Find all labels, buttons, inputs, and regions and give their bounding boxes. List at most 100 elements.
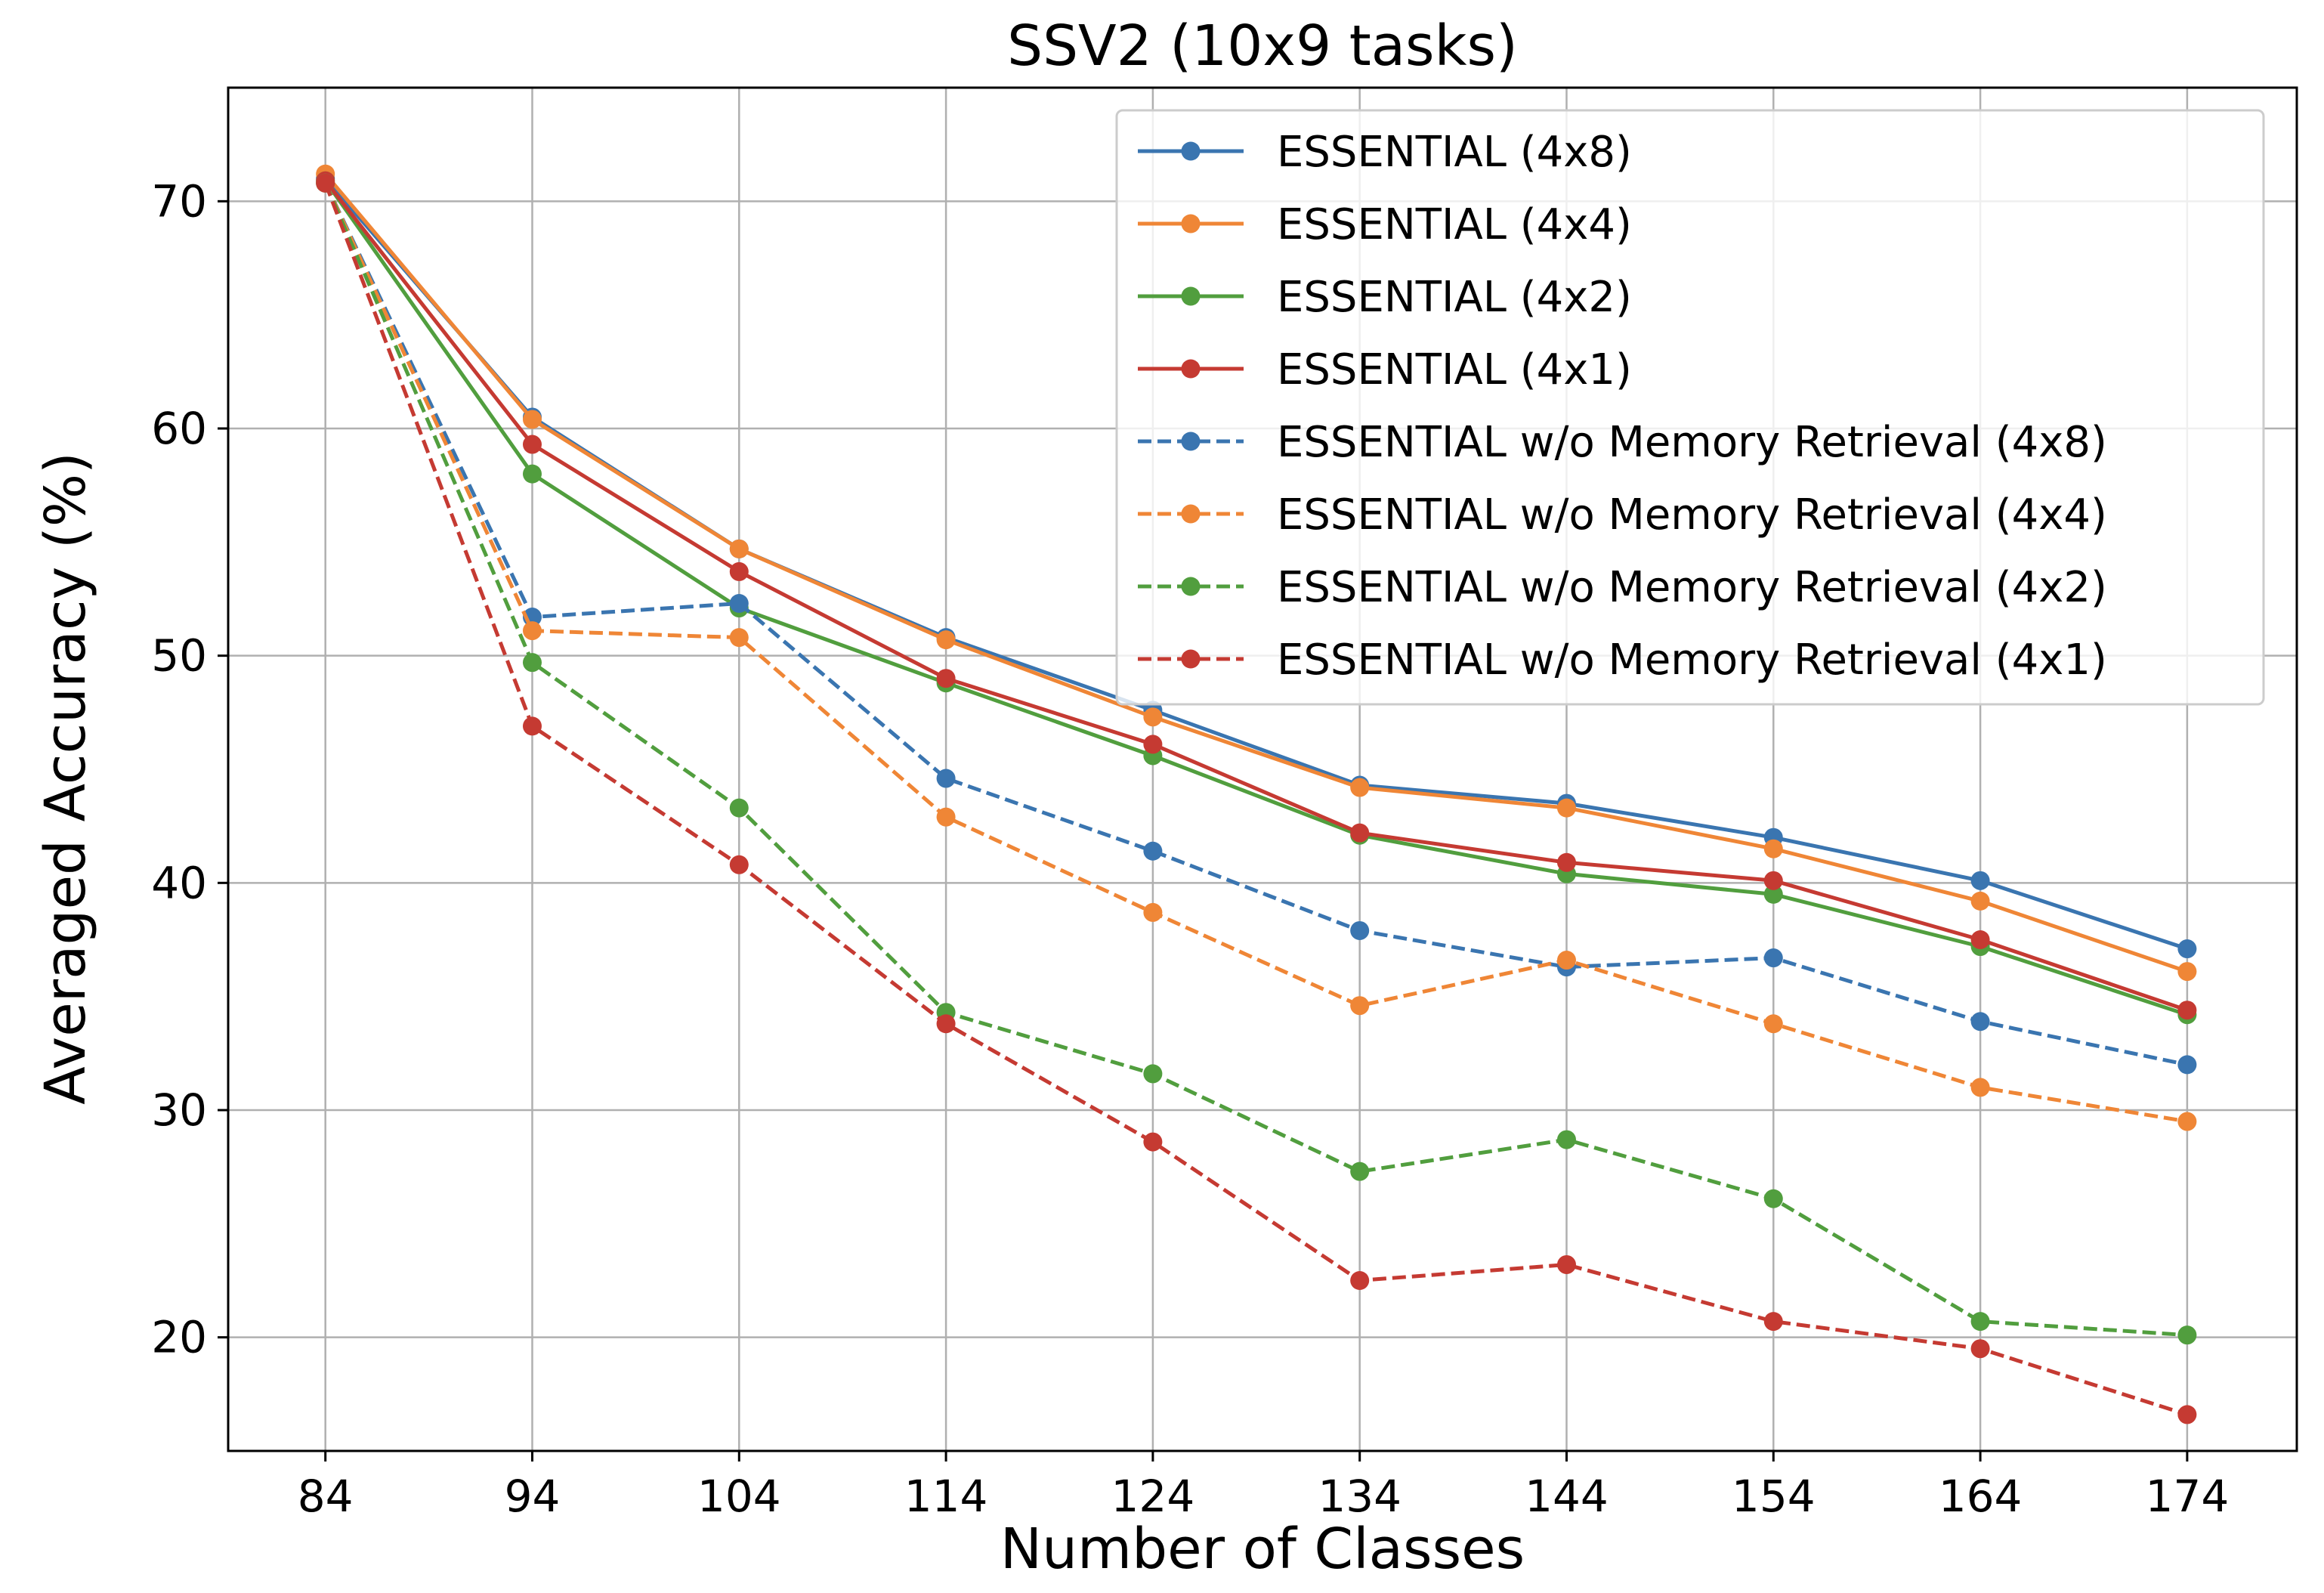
data-point xyxy=(1350,1271,1370,1290)
data-point xyxy=(522,653,542,673)
data-point xyxy=(1970,871,1990,890)
x-tick-label: 94 xyxy=(505,1471,561,1522)
data-point xyxy=(1350,920,1370,940)
legend-entry: ESSENTIAL (4x2) xyxy=(1138,273,1632,322)
data-point xyxy=(1763,871,1783,890)
legend-marker xyxy=(1181,214,1201,234)
legend: ESSENTIAL (4x8) ESSENTIAL (4x4) ESSENTIAL … xyxy=(1115,109,2265,706)
data-point xyxy=(316,173,335,193)
data-point xyxy=(729,798,749,818)
legend-marker xyxy=(1181,141,1201,161)
series-line xyxy=(323,182,2188,1124)
data-point xyxy=(1350,1161,1370,1181)
legend-label: ESSENTIAL (4x1) xyxy=(1277,345,1632,394)
legend-marker xyxy=(1181,286,1201,306)
y-axis-label: Averaged Accuracy (%) xyxy=(33,452,98,1105)
data-point xyxy=(2177,939,2197,959)
data-point xyxy=(1143,841,1163,861)
legend-entries: ESSENTIAL (4x8) ESSENTIAL (4x4) ESSENTIAL … xyxy=(1138,128,2107,685)
data-point xyxy=(1970,1312,1990,1332)
y-tick-label: 30 xyxy=(151,1084,207,1136)
legend-entry: ESSENTIAL (4x1) xyxy=(1138,345,1632,394)
data-point xyxy=(1970,1078,1990,1097)
data-point xyxy=(1143,902,1163,922)
y-tick-label: 70 xyxy=(151,175,207,227)
data-point xyxy=(1143,1132,1163,1152)
data-point xyxy=(2177,1001,2197,1020)
y-tick-label: 50 xyxy=(151,630,207,682)
y-tick-label: 20 xyxy=(151,1312,207,1363)
data-point xyxy=(1763,884,1783,904)
legend-label: ESSENTIAL w/o Memory Retrieval (4x1) xyxy=(1277,636,2107,685)
legend-entry: ESSENTIAL (4x8) xyxy=(1138,128,1632,177)
data-point xyxy=(1556,1254,1576,1274)
legend-entry: ESSENTIAL w/o Memory Retrieval (4x4) xyxy=(1138,490,2107,540)
data-point xyxy=(522,621,542,641)
data-point xyxy=(1556,1130,1576,1149)
data-point xyxy=(522,464,542,484)
x-tick-label: 174 xyxy=(2146,1471,2230,1522)
axis-ticks: 84 94 104 114 124 134 144 154 164 174 20 30 40 50 60 70 xyxy=(151,175,2229,1522)
series-8 xyxy=(316,173,2197,1424)
legend-label: ESSENTIAL (4x2) xyxy=(1277,273,1632,322)
data-point xyxy=(936,630,956,650)
legend-label: ESSENTIAL (4x4) xyxy=(1277,200,1632,249)
data-point xyxy=(2177,962,2197,982)
series-line xyxy=(323,179,2188,1013)
plot-frame xyxy=(227,86,2298,1452)
series-line xyxy=(323,182,2188,1067)
data-point xyxy=(936,769,956,788)
data-point xyxy=(1143,707,1163,727)
data-point xyxy=(2177,1405,2197,1424)
legend-entry: ESSENTIAL w/o Memory Retrieval (4x8) xyxy=(1138,418,2107,467)
legend-marker xyxy=(1181,359,1201,379)
data-point xyxy=(1970,1339,1990,1359)
data-point xyxy=(936,1014,956,1034)
data-point xyxy=(2177,1325,2197,1345)
series-line xyxy=(323,172,2188,973)
x-tick-label: 164 xyxy=(1939,1471,2023,1522)
data-point xyxy=(1143,735,1163,754)
data-point xyxy=(522,410,542,429)
data-point xyxy=(1763,1189,1783,1208)
series-2 xyxy=(316,164,2197,982)
data-point xyxy=(1350,996,1370,1016)
data-point xyxy=(522,435,542,454)
data-point xyxy=(2177,1055,2197,1075)
data-point xyxy=(2177,1112,2197,1131)
data-point xyxy=(1350,778,1370,797)
y-tick-label: 40 xyxy=(151,857,207,908)
data-point xyxy=(729,539,749,558)
data-point xyxy=(1763,1014,1783,1034)
x-tick-label: 124 xyxy=(1111,1471,1195,1522)
data-point xyxy=(1556,798,1576,818)
data-point xyxy=(936,669,956,688)
series-line xyxy=(323,182,2188,1338)
x-tick-label: 104 xyxy=(697,1471,781,1522)
legend-marker xyxy=(1181,432,1201,451)
x-tick-label: 114 xyxy=(904,1471,988,1522)
data-point xyxy=(729,594,749,614)
series-group xyxy=(316,164,2197,1424)
legend-box xyxy=(1115,109,2265,706)
data-point xyxy=(936,807,956,827)
data-point xyxy=(522,716,542,736)
data-point xyxy=(729,855,749,874)
data-point xyxy=(729,561,749,581)
data-point xyxy=(1143,1064,1163,1084)
x-tick-label: 154 xyxy=(1732,1471,1816,1522)
legend-marker xyxy=(1181,577,1201,596)
data-point xyxy=(1763,1312,1783,1332)
data-point xyxy=(1763,948,1783,968)
data-point xyxy=(1763,839,1783,858)
data-point xyxy=(1970,1012,1990,1032)
data-point xyxy=(1556,951,1576,970)
x-tick-label: 84 xyxy=(298,1471,354,1522)
data-point xyxy=(1970,930,1990,949)
legend-entry: ESSENTIAL (4x4) xyxy=(1138,200,1632,249)
legend-entry: ESSENTIAL w/o Memory Retrieval (4x2) xyxy=(1138,563,2107,612)
legend-marker xyxy=(1181,504,1201,524)
legend-label: ESSENTIAL w/o Memory Retrieval (4x4) xyxy=(1277,490,2107,540)
series-line xyxy=(323,179,2188,1017)
